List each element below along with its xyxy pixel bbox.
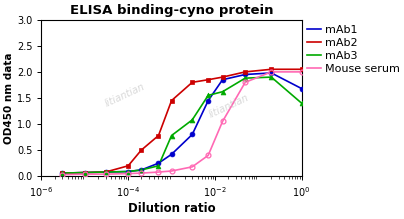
mAb2 — [169, 99, 174, 102]
Mouse serum — [206, 154, 210, 157]
Mouse serum — [220, 120, 225, 123]
X-axis label: Dilution ratio: Dilution ratio — [128, 202, 215, 215]
mAb1 — [190, 133, 195, 136]
Mouse serum — [156, 171, 161, 173]
mAb1 — [82, 171, 87, 174]
mAb3 — [190, 118, 195, 121]
mAb2 — [82, 171, 87, 174]
Mouse serum — [82, 173, 87, 175]
Line: Mouse serum: Mouse serum — [62, 72, 302, 175]
Line: mAb1: mAb1 — [62, 73, 302, 173]
mAb2 — [139, 149, 144, 152]
mAb2 — [269, 68, 274, 71]
Mouse serum — [126, 172, 130, 175]
mAb2 — [60, 172, 65, 174]
mAb3 — [169, 134, 174, 137]
Y-axis label: OD450 nm data: OD450 nm data — [4, 52, 14, 144]
mAb2 — [243, 71, 248, 73]
Mouse serum — [299, 71, 304, 73]
Text: litiantian: litiantian — [103, 81, 146, 108]
mAb1 — [206, 99, 210, 102]
mAb3 — [103, 171, 108, 173]
mAb3 — [156, 164, 161, 167]
mAb2 — [103, 171, 108, 173]
mAb2 — [156, 134, 161, 137]
Mouse serum — [190, 166, 195, 168]
mAb1 — [220, 78, 225, 81]
mAb3 — [220, 90, 225, 93]
mAb2 — [126, 164, 130, 167]
mAb1 — [169, 153, 174, 156]
Text: litiantian: litiantian — [207, 92, 250, 119]
Mouse serum — [243, 81, 248, 84]
Mouse serum — [60, 173, 65, 176]
Mouse serum — [169, 170, 174, 172]
mAb2 — [220, 76, 225, 78]
Legend: mAb1, mAb2, mAb3, Mouse serum: mAb1, mAb2, mAb3, Mouse serum — [307, 25, 400, 74]
mAb3 — [299, 102, 304, 104]
mAb3 — [60, 172, 65, 174]
mAb2 — [206, 78, 210, 81]
mAb1 — [126, 170, 130, 173]
mAb1 — [243, 73, 248, 76]
mAb3 — [206, 94, 210, 97]
mAb1 — [156, 162, 161, 164]
mAb1 — [299, 87, 304, 90]
Line: mAb2: mAb2 — [62, 69, 302, 173]
Mouse serum — [103, 173, 108, 175]
mAb1 — [103, 171, 108, 173]
mAb1 — [60, 172, 65, 174]
Mouse serum — [269, 71, 274, 73]
mAb3 — [126, 170, 130, 173]
mAb2 — [299, 68, 304, 71]
mAb3 — [82, 171, 87, 174]
mAb3 — [269, 76, 274, 78]
mAb1 — [269, 72, 274, 74]
mAb1 — [139, 169, 144, 171]
mAb3 — [139, 169, 144, 171]
Mouse serum — [139, 172, 144, 174]
Title: ELISA binding-cyno protein: ELISA binding-cyno protein — [70, 4, 273, 17]
mAb3 — [243, 77, 248, 79]
mAb2 — [190, 81, 195, 84]
Line: mAb3: mAb3 — [62, 77, 302, 173]
